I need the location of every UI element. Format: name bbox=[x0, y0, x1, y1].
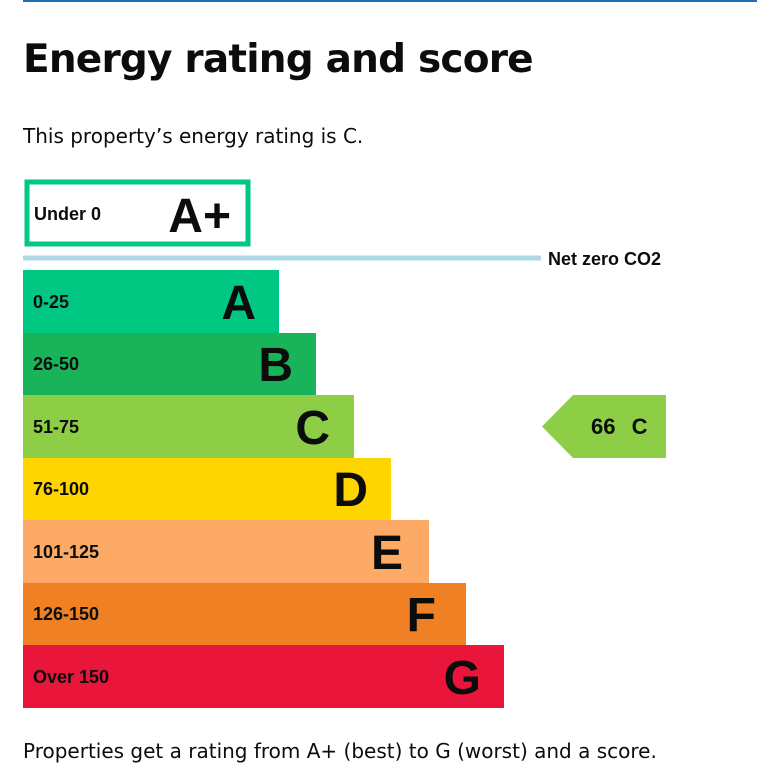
band-g-letter: G bbox=[444, 652, 481, 705]
band-f-letter: F bbox=[407, 589, 436, 642]
band-a-plus-frame bbox=[24, 179, 251, 247]
band-a-bar bbox=[23, 270, 279, 333]
band-b: 26-50 B bbox=[23, 333, 316, 395]
band-f: 126-150 F bbox=[23, 583, 466, 645]
band-e-bar bbox=[23, 520, 429, 583]
band-a-plus: Under 0 A+ bbox=[24, 179, 251, 247]
energy-rating-chart: Under 0 A+ Net zero CO2 0-25 A 26-50 B 5… bbox=[23, 179, 666, 708]
band-b-range: 26-50 bbox=[33, 354, 79, 374]
current-rating-letter: C bbox=[632, 414, 648, 439]
band-b-bar bbox=[23, 333, 316, 395]
band-c: 51-75 C bbox=[23, 395, 354, 458]
band-d: 76-100 D bbox=[23, 458, 391, 520]
band-f-bar bbox=[23, 583, 466, 645]
net-zero-marker: Net zero CO2 bbox=[23, 249, 661, 269]
current-rating-marker: 66 C bbox=[542, 395, 666, 458]
rating-explanation: Properties get a rating from A+ (best) t… bbox=[23, 739, 657, 763]
band-a-plus-letter: A+ bbox=[168, 190, 231, 243]
band-g-range: Over 150 bbox=[33, 667, 109, 687]
band-e-range: 101-125 bbox=[33, 542, 99, 562]
band-f-range: 126-150 bbox=[33, 604, 99, 624]
band-c-letter: C bbox=[295, 402, 330, 455]
band-d-letter: D bbox=[333, 464, 368, 517]
intro-text: This property’s energy rating is C. bbox=[23, 124, 364, 148]
band-g: Over 150 G bbox=[23, 645, 504, 708]
band-a: 0-25 A bbox=[23, 270, 279, 333]
band-a-plus-range: Under 0 bbox=[34, 204, 101, 224]
top-rule bbox=[23, 0, 757, 2]
band-d-range: 76-100 bbox=[33, 479, 89, 499]
band-c-range: 51-75 bbox=[33, 417, 79, 437]
net-zero-label: Net zero CO2 bbox=[548, 249, 661, 269]
band-e-letter: E bbox=[371, 527, 403, 580]
current-rating-arrow bbox=[542, 395, 666, 458]
band-c-bar bbox=[23, 395, 354, 458]
band-e: 101-125 E bbox=[23, 520, 429, 583]
band-a-range: 0-25 bbox=[33, 292, 69, 312]
band-b-letter: B bbox=[258, 339, 293, 392]
band-g-bar bbox=[23, 645, 504, 708]
band-d-bar bbox=[23, 458, 391, 520]
current-rating-label: 66 C bbox=[591, 414, 648, 439]
current-score: 66 bbox=[591, 414, 615, 439]
page-title: Energy rating and score bbox=[23, 37, 534, 82]
band-a-letter: A bbox=[221, 277, 256, 330]
